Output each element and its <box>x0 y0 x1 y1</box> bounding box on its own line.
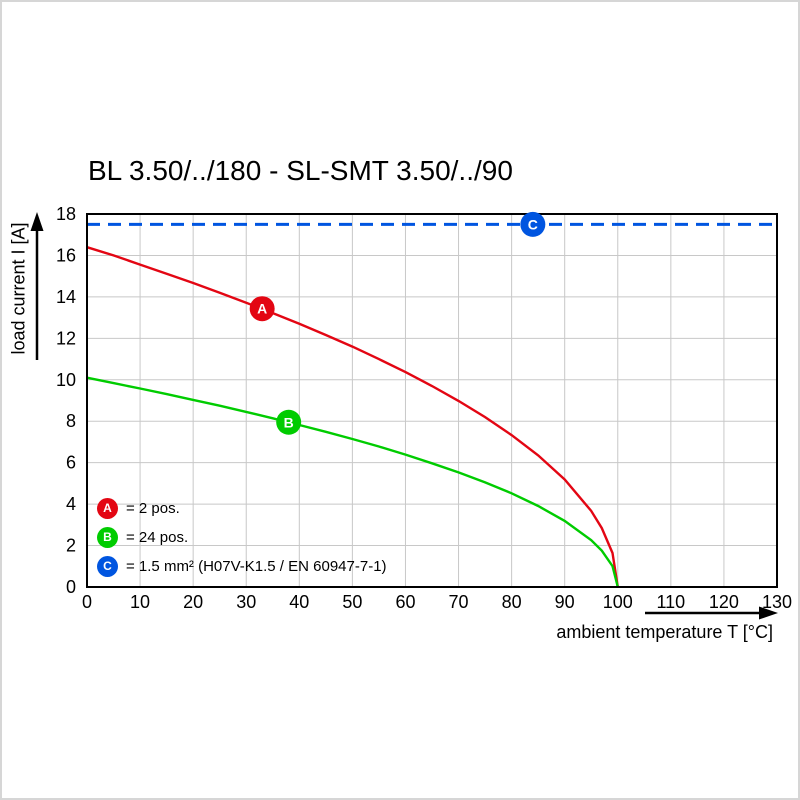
y-tick-label: 16 <box>56 245 76 265</box>
marker-A <box>249 296 275 322</box>
x-tick-label: 130 <box>762 592 792 612</box>
x-tick-label: 110 <box>656 592 685 612</box>
x-tick-label: 10 <box>130 592 150 612</box>
y-tick-label: 12 <box>56 328 76 348</box>
marker-B-letter: B <box>284 414 294 430</box>
x-tick-label: 100 <box>603 592 633 612</box>
y-tick-label: 0 <box>66 577 76 597</box>
legend: A = 2 pos. B = 24 pos. C = 1.5 mm² (H07V-K1.5… <box>97 498 387 585</box>
legend-marker-C: C <box>97 556 118 577</box>
y-tick-label: 4 <box>66 494 76 514</box>
series-B-curve <box>86 376 619 588</box>
legend-marker-B: B <box>97 527 118 548</box>
legend-label-A: = 2 pos. <box>126 500 180 517</box>
legend-item-C: C = 1.5 mm² (H07V-K1.5 / EN 60947-7-1) <box>97 556 387 577</box>
x-tick-label: 60 <box>395 592 415 612</box>
x-tick-label: 90 <box>555 592 575 612</box>
marker-B <box>276 409 302 435</box>
marker-A-letter: A <box>257 301 267 317</box>
x-tick-label: 70 <box>449 592 469 612</box>
y-tick-label: 8 <box>66 411 76 431</box>
x-tick-label: 40 <box>289 592 309 612</box>
y-tick-label: 2 <box>66 536 76 556</box>
x-tick-label: 30 <box>236 592 256 612</box>
x-axis-arrow-head <box>759 606 778 620</box>
series-A-curve <box>86 246 619 588</box>
x-tick-label: 120 <box>709 592 739 612</box>
y-tick-label: 10 <box>56 370 76 390</box>
legend-label-B: = 24 pos. <box>126 529 189 546</box>
x-tick-label: 80 <box>502 592 522 612</box>
chart-title: BL 3.50/../180 - SL-SMT 3.50/../90 <box>88 155 513 186</box>
x-tick-label: 50 <box>342 592 362 612</box>
y-tick-label: 14 <box>56 287 76 307</box>
legend-label-C: = 1.5 mm² (H07V-K1.5 / EN 60947-7-1) <box>126 558 387 575</box>
legend-item-B: B = 24 pos. <box>97 527 387 548</box>
y-axis-arrow-head <box>30 212 44 231</box>
marker-C-letter: C <box>528 216 538 232</box>
plot-frame <box>86 213 778 588</box>
marker-C <box>520 211 546 237</box>
legend-marker-A: A <box>97 498 118 519</box>
x-tick-label: 20 <box>183 592 203 612</box>
x-axis-label: ambient temperature T [°C] <box>556 622 773 642</box>
y-tick-label: 6 <box>66 453 76 473</box>
legend-item-A: A = 2 pos. <box>97 498 387 519</box>
y-tick-label: 18 <box>56 204 76 224</box>
x-tick-label: 0 <box>82 592 92 612</box>
